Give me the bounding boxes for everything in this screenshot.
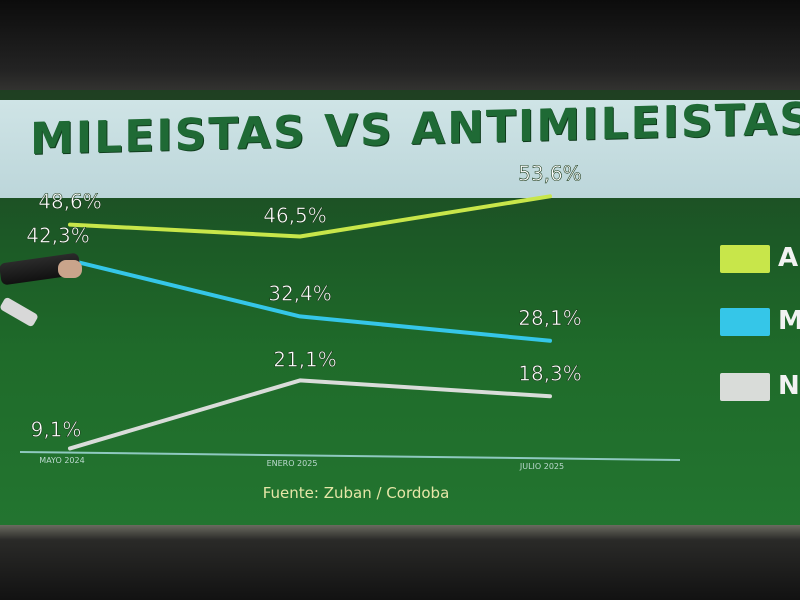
x-tick-label: ENERO 2025	[267, 459, 318, 468]
x-tick-label: MAYO 2024	[39, 456, 84, 465]
data-label: 32,4%	[268, 281, 332, 305]
studio-floor	[0, 525, 800, 600]
legend-swatch	[720, 308, 770, 336]
legend-label: A	[778, 243, 799, 273]
data-label: 9,1%	[31, 417, 82, 441]
x-tick-label: JULIO 2025	[519, 462, 564, 471]
studio-ceiling	[0, 0, 800, 100]
data-label: 21,1%	[273, 347, 337, 371]
series-line	[68, 378, 552, 451]
data-label: 42,3%	[26, 223, 90, 247]
title-band: MILEISTAS VS ANTIMILEISTAS	[0, 93, 800, 198]
series-line	[68, 194, 552, 239]
legend-label: M	[778, 306, 800, 336]
legend-label: N	[778, 371, 800, 401]
x-axis-line	[19, 451, 681, 461]
data-label: 53,6%	[518, 161, 582, 185]
legend-swatch	[720, 373, 770, 401]
data-label: 48,6%	[38, 190, 102, 214]
series-line	[68, 258, 552, 343]
data-label: 28,1%	[518, 306, 582, 330]
legend-swatch	[720, 245, 770, 273]
data-label: 18,3%	[518, 361, 582, 385]
presenter-hand	[58, 260, 82, 278]
data-label: 46,5%	[263, 204, 327, 228]
source-note: Fuente: Zuban / Cordoba	[263, 484, 450, 502]
